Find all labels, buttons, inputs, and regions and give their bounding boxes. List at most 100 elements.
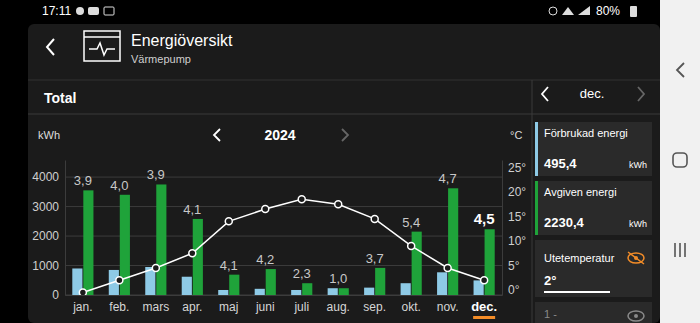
- temperature-point[interactable]: [481, 277, 488, 284]
- prev-month[interactable]: [542, 87, 548, 101]
- x-tick-label[interactable]: juli: [293, 300, 309, 314]
- next-year[interactable]: [342, 129, 348, 141]
- bar[interactable]: [218, 290, 228, 295]
- temperature-point[interactable]: [189, 250, 196, 257]
- x-tick: sep.: [363, 295, 386, 314]
- y2-tick-label: 25°: [508, 161, 526, 175]
- status-icon: [578, 6, 590, 15]
- bar[interactable]: [229, 275, 239, 295]
- card-label: Utetemperatur: [544, 252, 615, 264]
- bar[interactable]: [485, 229, 495, 295]
- tab-total[interactable]: Total: [44, 90, 76, 106]
- status-icon: [76, 7, 84, 15]
- bar[interactable]: [339, 288, 349, 295]
- nav-back[interactable]: [677, 63, 684, 77]
- back-button[interactable]: [47, 39, 54, 55]
- app-area: [28, 24, 660, 323]
- card-label: 1 -: [544, 308, 557, 320]
- y2-tick: 25°: [502, 161, 526, 175]
- card-label: Förbrukad energi: [544, 127, 628, 139]
- bar[interactable]: [437, 272, 447, 295]
- temperature-point[interactable]: [152, 265, 159, 272]
- temperature-point[interactable]: [116, 277, 123, 284]
- page-subtitle: Värmepump: [131, 53, 191, 65]
- y-tick-label: 3000: [32, 200, 59, 214]
- nav-home[interactable]: [673, 153, 687, 167]
- panel-card[interactable]: [535, 122, 652, 176]
- separator: [28, 80, 660, 81]
- status-time: 17:11: [42, 4, 71, 18]
- temperature-point[interactable]: [371, 215, 378, 222]
- page-title: Energiöversikt: [131, 32, 233, 49]
- card-unit: kWh: [629, 160, 647, 170]
- y-axis-title: kWh: [38, 129, 60, 141]
- year-label: 2024: [264, 127, 295, 143]
- bar[interactable]: [328, 288, 338, 295]
- bar[interactable]: [83, 190, 93, 295]
- x-tick: nov.: [437, 295, 459, 314]
- panel-card[interactable]: [535, 302, 652, 323]
- bar[interactable]: [156, 184, 166, 295]
- next-month[interactable]: [638, 87, 644, 101]
- x-tick-label[interactable]: jan.: [72, 300, 92, 314]
- x-tick-label[interactable]: nov.: [437, 300, 459, 314]
- bar[interactable]: [448, 188, 458, 295]
- y-tick: 1000: [32, 259, 65, 273]
- temperature-point[interactable]: [225, 218, 232, 225]
- temperature-line: [83, 199, 484, 292]
- visibility-toggle[interactable]: [628, 252, 644, 264]
- card-value: 495,4: [544, 156, 577, 171]
- x-tick: juni: [255, 295, 275, 314]
- y2-tick-label: 15°: [508, 210, 526, 224]
- x-tick-label[interactable]: feb.: [109, 300, 129, 314]
- x-tick-label[interactable]: maj: [219, 300, 238, 314]
- temperature-point[interactable]: [298, 196, 305, 203]
- x-tick-label[interactable]: aug.: [327, 300, 350, 314]
- prev-year[interactable]: [214, 129, 220, 141]
- x-tick-label[interactable]: mars: [142, 300, 169, 314]
- y-tick: 4000: [32, 170, 65, 184]
- card-unit: kWh: [629, 219, 647, 229]
- bar[interactable]: [291, 290, 301, 295]
- app-icon: [84, 31, 120, 61]
- bar[interactable]: [412, 232, 422, 295]
- card-label: Avgiven energi: [544, 186, 617, 198]
- y2-tick: 5°: [502, 259, 520, 273]
- temperature-point[interactable]: [79, 289, 86, 295]
- temperature-point[interactable]: [408, 242, 415, 249]
- bar[interactable]: [302, 283, 312, 295]
- x-tick-label[interactable]: okt.: [401, 300, 420, 314]
- grid-line: [65, 206, 502, 207]
- cop-label: 4,1: [183, 202, 201, 217]
- nav-recent[interactable]: [675, 243, 685, 257]
- x-tick-label[interactable]: juni: [255, 300, 275, 314]
- temperature-point[interactable]: [335, 201, 342, 208]
- bar[interactable]: [255, 289, 265, 295]
- x-tick-label[interactable]: dec.: [471, 299, 497, 314]
- x-tick-label[interactable]: apr.: [182, 300, 202, 314]
- bar[interactable]: [401, 283, 411, 295]
- x-tick: feb.: [109, 295, 129, 314]
- x-tick-label[interactable]: sep.: [363, 300, 386, 314]
- card-underline: [544, 291, 610, 293]
- card-value: 2°: [544, 273, 556, 288]
- bar[interactable]: [266, 269, 276, 295]
- bar[interactable]: [182, 277, 192, 295]
- y-axis-line: [65, 161, 66, 296]
- x-tick: jan.: [72, 295, 92, 314]
- cop-label: 3,9: [147, 167, 165, 182]
- x-tick: maj: [219, 295, 238, 314]
- panel-card[interactable]: [535, 240, 652, 297]
- temperature-point[interactable]: [262, 206, 269, 213]
- grid-line: [65, 236, 502, 237]
- plot: [72, 184, 494, 295]
- bar[interactable]: [364, 288, 374, 295]
- cop-label: 4,2: [256, 252, 274, 267]
- bar[interactable]: [375, 268, 385, 295]
- visibility-toggle[interactable]: [628, 311, 644, 321]
- grid-line: [65, 295, 502, 296]
- panel-card[interactable]: [535, 181, 652, 235]
- bar-series: [72, 267, 483, 295]
- background: [0, 0, 700, 323]
- temperature-point[interactable]: [444, 265, 451, 272]
